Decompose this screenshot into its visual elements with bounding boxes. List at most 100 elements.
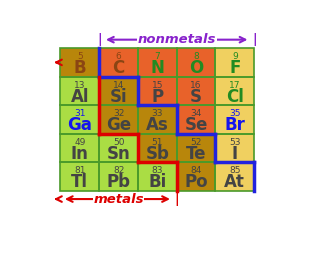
Bar [60, 134, 99, 162]
Text: metals: metals [93, 193, 144, 206]
Text: N: N [150, 59, 164, 77]
Text: 82: 82 [113, 166, 124, 175]
Bar [177, 134, 215, 162]
Bar [60, 48, 99, 77]
Text: 7: 7 [154, 52, 160, 61]
Text: 5: 5 [77, 52, 83, 61]
Text: As: As [146, 116, 169, 134]
Bar [177, 48, 215, 77]
Text: I: I [232, 145, 238, 162]
Bar [99, 77, 138, 105]
Text: 15: 15 [152, 81, 163, 90]
Text: 50: 50 [113, 138, 124, 147]
Text: 85: 85 [229, 166, 241, 175]
Text: 14: 14 [113, 81, 124, 90]
Text: 31: 31 [74, 109, 86, 118]
Bar [138, 48, 177, 77]
Bar [99, 105, 138, 134]
Text: 33: 33 [152, 109, 163, 118]
Bar [99, 162, 138, 191]
Bar [138, 77, 177, 105]
Text: Te: Te [186, 145, 206, 162]
Bar [215, 134, 254, 162]
Bar [99, 48, 138, 77]
Text: S: S [190, 88, 202, 106]
Text: 51: 51 [152, 138, 163, 147]
Text: At: At [224, 173, 245, 191]
Text: Al: Al [71, 88, 89, 106]
Bar [60, 162, 99, 191]
Bar [138, 105, 177, 134]
Bar [138, 162, 177, 191]
Bar [138, 77, 177, 105]
Bar [177, 105, 215, 134]
Text: |: | [175, 193, 179, 206]
Bar [138, 105, 177, 134]
Bar [60, 105, 99, 134]
Bar [215, 77, 254, 105]
Bar [99, 162, 138, 191]
Bar [215, 105, 254, 134]
Bar [99, 134, 138, 162]
Text: Cl: Cl [226, 88, 244, 106]
Text: Se: Se [184, 116, 208, 134]
Bar [215, 48, 254, 77]
Bar [215, 134, 254, 162]
Text: 53: 53 [229, 138, 241, 147]
Text: 9: 9 [232, 52, 238, 61]
Bar [215, 162, 254, 191]
Text: B: B [73, 59, 86, 77]
Bar [60, 77, 99, 105]
Text: P: P [151, 88, 163, 106]
Text: 13: 13 [74, 81, 86, 90]
Text: Br: Br [224, 116, 245, 134]
Text: 49: 49 [74, 138, 86, 147]
Bar [99, 77, 138, 105]
Text: Po: Po [184, 173, 208, 191]
Bar [60, 48, 99, 77]
Text: nonmetals: nonmetals [138, 33, 216, 46]
Bar [177, 162, 215, 191]
Text: 34: 34 [190, 109, 202, 118]
Bar [177, 105, 215, 134]
Text: Sn: Sn [107, 145, 131, 162]
Bar [60, 134, 99, 162]
Bar [138, 48, 177, 77]
Bar [215, 105, 254, 134]
Text: Bi: Bi [148, 173, 166, 191]
Bar [138, 134, 177, 162]
Bar [177, 48, 215, 77]
Bar [60, 105, 99, 134]
Bar [138, 134, 177, 162]
Text: Sb: Sb [145, 145, 169, 162]
Text: 17: 17 [229, 81, 241, 90]
Text: 16: 16 [190, 81, 202, 90]
Bar [177, 77, 215, 105]
Bar [215, 77, 254, 105]
Text: Pb: Pb [107, 173, 131, 191]
Bar [99, 134, 138, 162]
Text: 8: 8 [193, 52, 199, 61]
Bar [177, 134, 215, 162]
Text: Ga: Ga [67, 116, 92, 134]
Bar [99, 48, 138, 77]
Text: Ge: Ge [106, 116, 131, 134]
Text: 81: 81 [74, 166, 86, 175]
Bar [138, 162, 177, 191]
Text: O: O [189, 59, 203, 77]
Text: 32: 32 [113, 109, 124, 118]
Bar [99, 105, 138, 134]
Bar [177, 77, 215, 105]
Text: F: F [229, 59, 241, 77]
Bar [215, 48, 254, 77]
Text: 83: 83 [152, 166, 163, 175]
Text: 35: 35 [229, 109, 241, 118]
Text: In: In [71, 145, 89, 162]
Text: Si: Si [110, 88, 127, 106]
Text: Tl: Tl [71, 173, 88, 191]
Text: 6: 6 [116, 52, 122, 61]
Text: |: | [97, 33, 101, 46]
Text: |: | [252, 33, 256, 46]
Bar [177, 162, 215, 191]
Text: 52: 52 [190, 138, 202, 147]
